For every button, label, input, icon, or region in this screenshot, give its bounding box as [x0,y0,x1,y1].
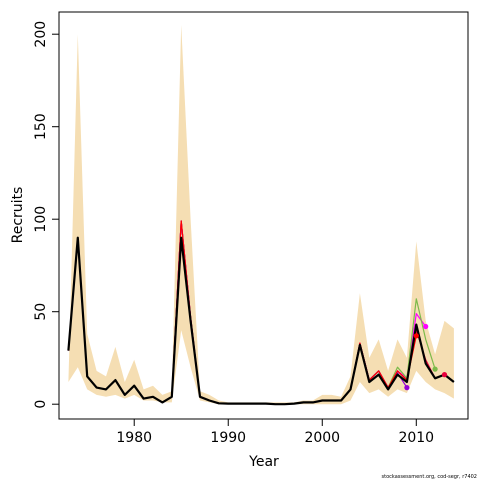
x-tick-label: 1990 [210,430,246,446]
x-axis: 1980 1990 2000 2010 [116,419,434,446]
confidence-band [68,24,454,405]
x-tick-label: 2000 [304,430,340,446]
end-point-retro_5 [413,333,419,339]
end-point-retro_2 [423,323,429,330]
y-tick-label: 0 [33,400,49,409]
end-point-retro_3 [432,366,438,372]
plot-frame [58,11,469,420]
x-tick-label: 1980 [116,430,152,446]
y-tick-label: 200 [33,21,49,48]
x-axis-title: Year [248,454,279,470]
end-point-retro_4 [404,385,410,391]
y-tick-label: 50 [33,303,49,321]
y-axis-title: Recruits [10,187,26,244]
series-line-main [67,236,455,406]
end-point-retro_1 [441,372,448,378]
y-tick-label: 100 [33,206,49,233]
y-tick-label: 150 [33,113,49,140]
credit-text: stockassessment.org, cod-segr, r7402 [382,474,477,480]
x-tick-label: 2010 [398,430,434,446]
plot-content [67,24,455,406]
y-axis: 0 50 100 150 200 [33,21,59,409]
